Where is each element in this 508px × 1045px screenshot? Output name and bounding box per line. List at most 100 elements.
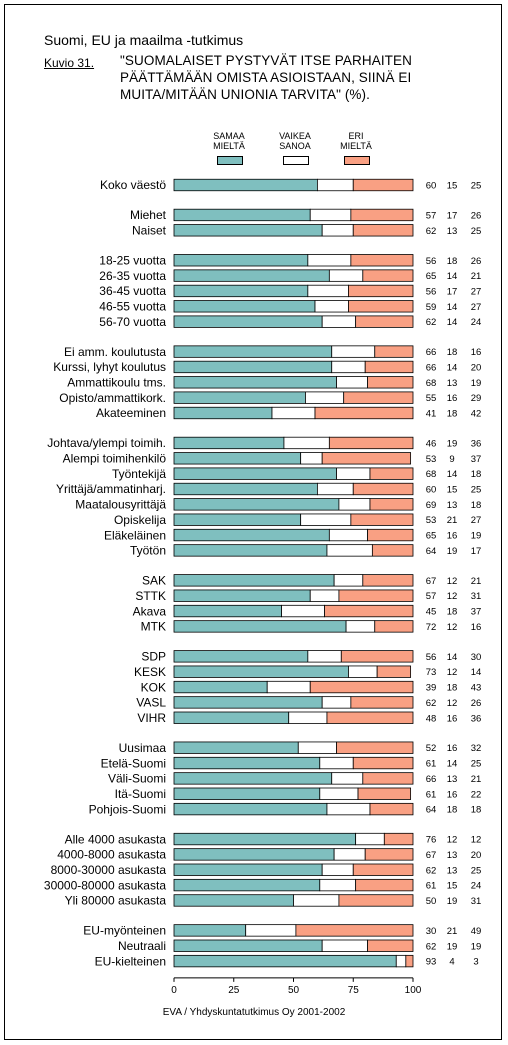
bar-segment bbox=[288, 711, 328, 724]
value-label: 46 bbox=[426, 438, 437, 449]
value-label: 19 bbox=[447, 941, 458, 952]
value-label: 55 bbox=[426, 393, 437, 404]
value-label: 21 bbox=[471, 271, 482, 282]
bar-segment bbox=[331, 360, 366, 374]
value-label: 60 bbox=[426, 485, 437, 496]
value-label: 68 bbox=[426, 378, 437, 389]
value-label: 18 bbox=[447, 607, 458, 618]
category-label: Maatalousyrittäjä bbox=[75, 498, 166, 512]
value-label: 31 bbox=[471, 896, 482, 907]
value-label: 20 bbox=[471, 362, 482, 373]
bar-segment bbox=[309, 208, 352, 222]
value-label: 18 bbox=[447, 256, 458, 267]
value-label: 14 bbox=[471, 667, 482, 678]
category-label: Pohjois-Suomi bbox=[89, 802, 166, 816]
value-label: 36 bbox=[471, 713, 482, 724]
value-label: 30 bbox=[471, 652, 482, 663]
x-tick-label: 50 bbox=[288, 985, 300, 996]
value-label: 67 bbox=[426, 850, 437, 861]
bar-segment bbox=[173, 894, 294, 907]
bar-segment bbox=[374, 345, 414, 358]
bar-segment bbox=[173, 391, 306, 404]
bar-segment bbox=[321, 863, 354, 876]
legend-label-disagree: ERI MIELTÄ bbox=[340, 131, 372, 151]
bar-segment bbox=[173, 498, 340, 511]
value-label: 65 bbox=[426, 531, 437, 542]
value-label: 16 bbox=[471, 347, 482, 358]
category-label: KESK bbox=[134, 665, 166, 679]
bar-segment bbox=[367, 528, 414, 542]
bar-segment bbox=[173, 787, 321, 800]
bar-segment bbox=[343, 391, 414, 404]
category-label: Alempi toimihenkilö bbox=[63, 452, 167, 466]
bar-segment bbox=[321, 224, 354, 237]
value-label: 25 bbox=[471, 181, 482, 192]
bar-segment bbox=[271, 406, 316, 420]
value-label: 13 bbox=[447, 850, 458, 861]
bar-segment bbox=[350, 208, 414, 222]
value-label: 61 bbox=[426, 789, 437, 800]
bar-segment bbox=[321, 452, 412, 465]
value-label: 52 bbox=[426, 743, 437, 754]
value-label: 22 bbox=[471, 789, 482, 800]
legend-swatch-disagree bbox=[344, 156, 370, 165]
bar-segment bbox=[364, 848, 414, 861]
bar-segment bbox=[173, 696, 323, 709]
bar-segment bbox=[173, 741, 299, 754]
category-label: SAK bbox=[142, 574, 166, 588]
legend-label-agree: SAMAA MIELTÄ bbox=[213, 131, 245, 151]
category-label: Itä-Suomi bbox=[115, 787, 166, 801]
category-label: EU-kielteinen bbox=[95, 954, 166, 968]
value-label: 18 bbox=[447, 409, 458, 420]
category-label: 8000-30000 asukasta bbox=[51, 863, 167, 877]
bar-segment bbox=[352, 863, 414, 876]
value-label: 17 bbox=[447, 210, 458, 221]
bar-segment bbox=[319, 878, 357, 892]
bar-segment bbox=[307, 254, 352, 267]
bar-segment bbox=[345, 620, 376, 633]
value-label: 13 bbox=[447, 774, 458, 785]
bar-segment bbox=[173, 954, 397, 968]
bar-segment bbox=[305, 391, 345, 404]
bar-segment bbox=[338, 498, 371, 511]
category-label: EU-myönteinen bbox=[83, 924, 166, 938]
value-label: 36 bbox=[471, 438, 482, 449]
value-label: 67 bbox=[426, 576, 437, 587]
value-label: 13 bbox=[447, 865, 458, 876]
bar-segment bbox=[281, 604, 325, 618]
category-label: Akateeminen bbox=[96, 406, 166, 420]
bar-segment bbox=[336, 467, 371, 480]
bar-segment bbox=[405, 954, 414, 968]
bar-segment bbox=[173, 589, 311, 602]
bar-segment bbox=[319, 756, 354, 770]
category-label: Alle 4000 asukasta bbox=[65, 832, 167, 846]
value-label: 13 bbox=[447, 226, 458, 237]
bar-segment bbox=[173, 756, 321, 770]
value-label: 62 bbox=[426, 317, 437, 328]
bar-segment bbox=[376, 665, 412, 678]
bar-segment bbox=[173, 604, 282, 618]
value-label: 61 bbox=[426, 759, 437, 770]
bar-segment bbox=[369, 802, 414, 816]
bar-segment bbox=[173, 620, 347, 633]
value-label: 39 bbox=[426, 683, 437, 694]
value-label: 14 bbox=[447, 759, 458, 770]
value-label: 12 bbox=[447, 667, 458, 678]
bar-segment bbox=[307, 284, 349, 298]
value-label: 12 bbox=[447, 576, 458, 587]
legend-label-hard-to-say: VAIKEA SANOA bbox=[279, 131, 311, 151]
category-label: STTK bbox=[135, 589, 166, 603]
bar-segment bbox=[173, 208, 311, 222]
value-label: 53 bbox=[426, 454, 437, 465]
category-label: 18-25 vuotta bbox=[99, 253, 166, 267]
bar-segment bbox=[352, 224, 414, 237]
value-label: 25 bbox=[471, 865, 482, 876]
category-label: MTK bbox=[141, 620, 166, 634]
value-label: 12 bbox=[447, 591, 458, 602]
value-label: 66 bbox=[426, 774, 437, 785]
category-label: VASL bbox=[136, 696, 166, 710]
category-label: Opisto/ammattikork. bbox=[59, 391, 166, 405]
value-label: 50 bbox=[426, 896, 437, 907]
bar-segment bbox=[173, 513, 302, 526]
value-label: 17 bbox=[471, 546, 482, 557]
